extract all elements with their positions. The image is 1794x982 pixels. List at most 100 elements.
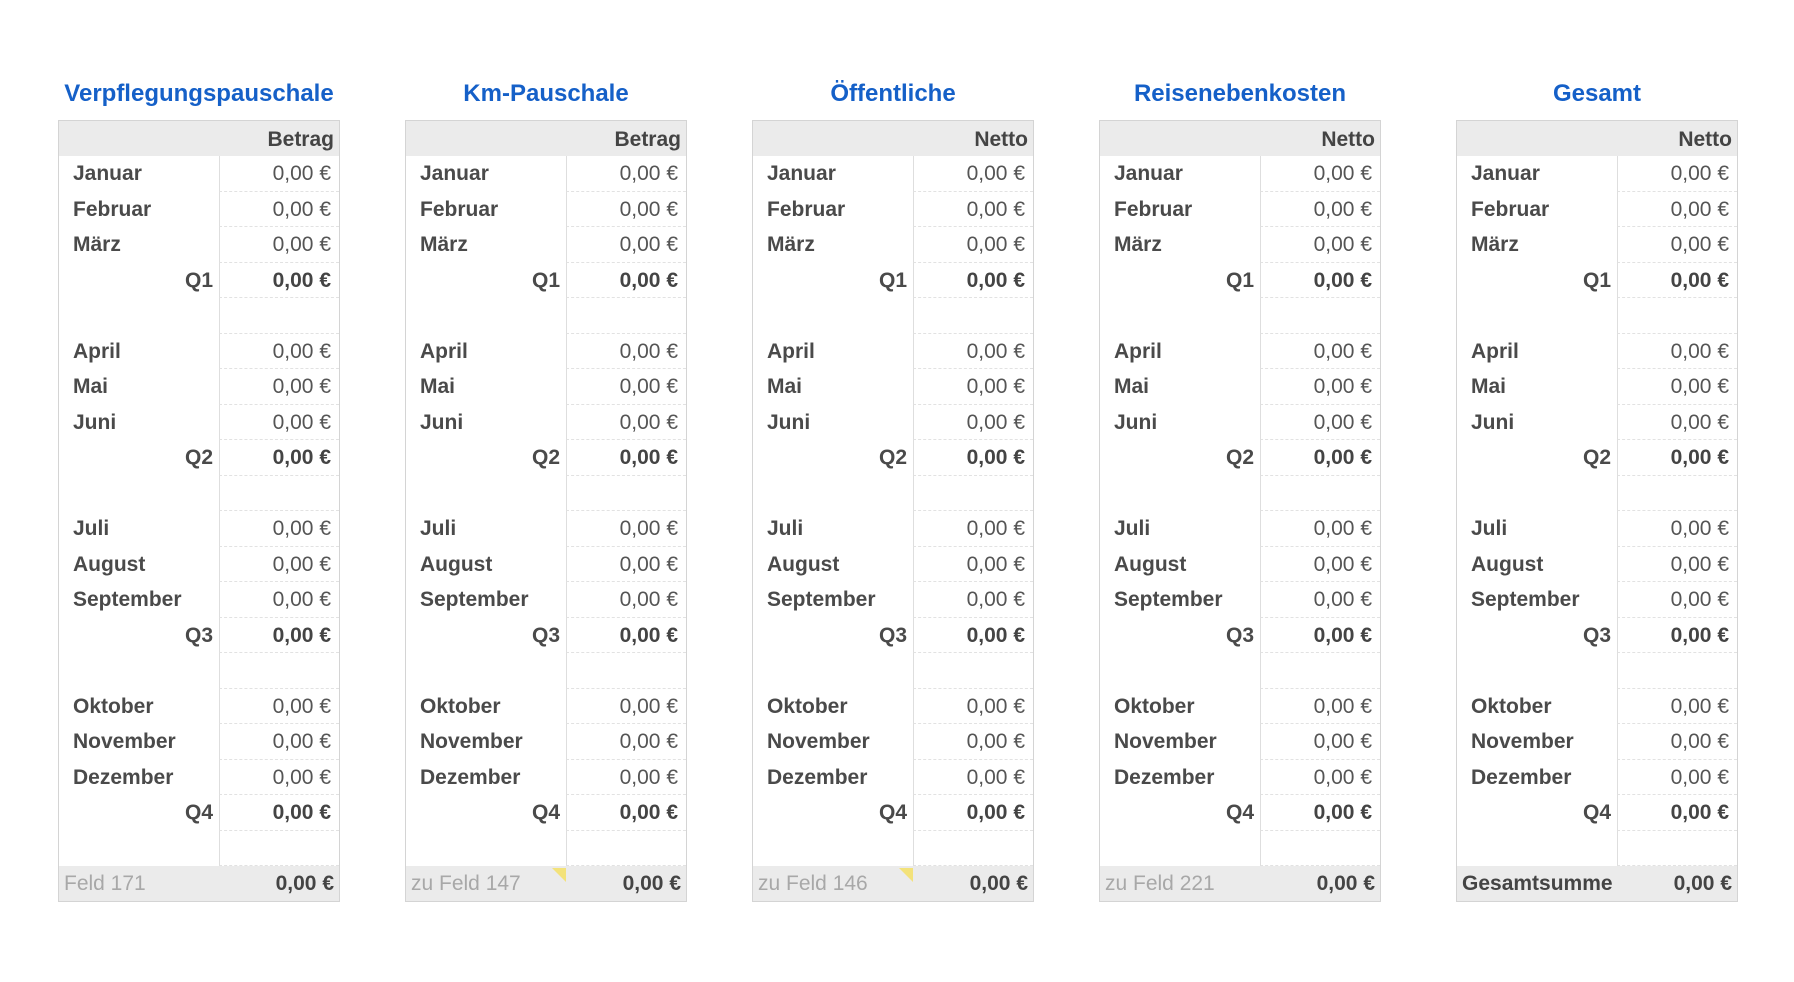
month-value: 0,00 €	[913, 759, 1033, 795]
quarter-label: Q1	[878, 268, 907, 292]
month-label: März	[1114, 233, 1162, 256]
header-row	[1457, 121, 1737, 156]
month-value: 0,00 €	[566, 688, 686, 724]
blank-cell	[219, 298, 339, 334]
quarter-value: 0,00 €	[913, 440, 1033, 476]
month-value: 0,00 €	[1617, 404, 1737, 440]
month-label: Oktober	[1471, 694, 1552, 718]
month-value: 0,00 €	[566, 369, 686, 405]
month-value: 0,00 €	[913, 191, 1033, 227]
quarter-value: 0,00 €	[566, 617, 686, 653]
month-label: September	[1114, 588, 1223, 611]
month-value: 0,00 €	[1617, 546, 1737, 582]
month-label: Dezember	[420, 765, 521, 789]
month-value: 0,00 €	[566, 546, 686, 582]
footer-value: 0,00 €	[969, 872, 1028, 895]
month-value: 0,00 €	[913, 156, 1033, 192]
month-value: 0,00 €	[1260, 724, 1380, 760]
month-value: 0,00 €	[219, 688, 339, 724]
month-value: 0,00 €	[1260, 546, 1380, 582]
month-value: 0,00 €	[566, 582, 686, 618]
month-label: Januar	[73, 162, 142, 185]
month-label: März	[420, 233, 468, 256]
month-label: Mai	[1471, 375, 1507, 398]
month-value: 0,00 €	[566, 227, 686, 263]
blank-cell	[566, 653, 686, 689]
column-header: Netto	[974, 128, 1028, 151]
quarter-label: Q2	[878, 446, 907, 469]
month-label: September	[420, 588, 529, 611]
month-value: 0,00 €	[566, 156, 686, 192]
quarter-label: Q4	[184, 801, 213, 824]
month-value: 0,00 €	[913, 333, 1033, 369]
quarter-value: 0,00 €	[566, 795, 686, 831]
footer-row	[406, 866, 686, 901]
quarter-label: Q4	[1225, 801, 1254, 824]
blank-cell	[1260, 298, 1380, 334]
month-value: 0,00 €	[913, 582, 1033, 618]
month-label: Oktober	[767, 694, 848, 718]
month-value: 0,00 €	[1260, 582, 1380, 618]
quarter-value: 0,00 €	[1617, 617, 1737, 653]
month-value: 0,00 €	[219, 724, 339, 760]
month-label: Februar	[1114, 197, 1193, 221]
header-row	[753, 121, 1033, 156]
quarter-label: Q3	[878, 623, 907, 647]
quarter-value: 0,00 €	[1260, 795, 1380, 831]
month-value: 0,00 €	[219, 546, 339, 582]
quarter-label: Q1	[1225, 268, 1254, 292]
table-title: Gesamt	[1552, 80, 1642, 107]
month-label: August	[1471, 552, 1544, 576]
quarter-value: 0,00 €	[913, 795, 1033, 831]
month-value: 0,00 €	[1260, 191, 1380, 227]
month-value: 0,00 €	[219, 227, 339, 263]
blank-cell	[219, 475, 339, 511]
month-value: 0,00 €	[566, 759, 686, 795]
column-header: Betrag	[267, 128, 334, 151]
month-label: November	[1114, 730, 1217, 753]
footer-label: zu Feld 147	[411, 872, 521, 895]
blank-cell	[566, 298, 686, 334]
month-label: Dezember	[767, 765, 868, 789]
table-title: Öffentliche	[830, 80, 956, 107]
header-row	[59, 121, 339, 156]
month-value: 0,00 €	[566, 191, 686, 227]
footer-row	[1100, 866, 1380, 901]
month-value: 0,00 €	[1617, 759, 1737, 795]
quarter-label: Q3	[1225, 623, 1254, 647]
footer-label: zu Feld 146	[758, 872, 868, 895]
month-value: 0,00 €	[1260, 404, 1380, 440]
month-value: 0,00 €	[219, 333, 339, 369]
footer-value: 0,00 €	[275, 872, 334, 895]
month-value: 0,00 €	[566, 404, 686, 440]
month-label: November	[73, 730, 176, 753]
month-label: August	[1114, 552, 1187, 576]
comment-flag	[552, 868, 566, 882]
blank-cell	[913, 298, 1033, 334]
column-header: Netto	[1321, 128, 1375, 151]
month-label: April	[767, 339, 815, 363]
month-label: September	[1471, 588, 1580, 611]
month-label: August	[73, 552, 146, 576]
month-label: Januar	[1114, 162, 1183, 185]
quarter-value: 0,00 €	[1260, 440, 1380, 476]
month-value: 0,00 €	[1617, 333, 1737, 369]
month-label: November	[1471, 730, 1574, 753]
month-label: November	[767, 730, 870, 753]
quarter-value: 0,00 €	[219, 262, 339, 298]
quarter-value: 0,00 €	[566, 440, 686, 476]
month-label: Mai	[767, 375, 803, 398]
month-value: 0,00 €	[1617, 369, 1737, 405]
month-label: September	[767, 588, 876, 611]
blank-cell	[219, 653, 339, 689]
month-label: März	[1471, 233, 1519, 256]
month-label: Juni	[767, 410, 811, 434]
footer-value: 0,00 €	[622, 872, 681, 895]
month-value: 0,00 €	[1260, 511, 1380, 547]
quarter-label: Q2	[531, 446, 560, 469]
table-title: Km-Pauschale	[463, 80, 629, 107]
month-label: Juli	[1471, 517, 1508, 540]
blank-cell	[1617, 653, 1737, 689]
footer-label: zu Feld 221	[1105, 872, 1215, 895]
